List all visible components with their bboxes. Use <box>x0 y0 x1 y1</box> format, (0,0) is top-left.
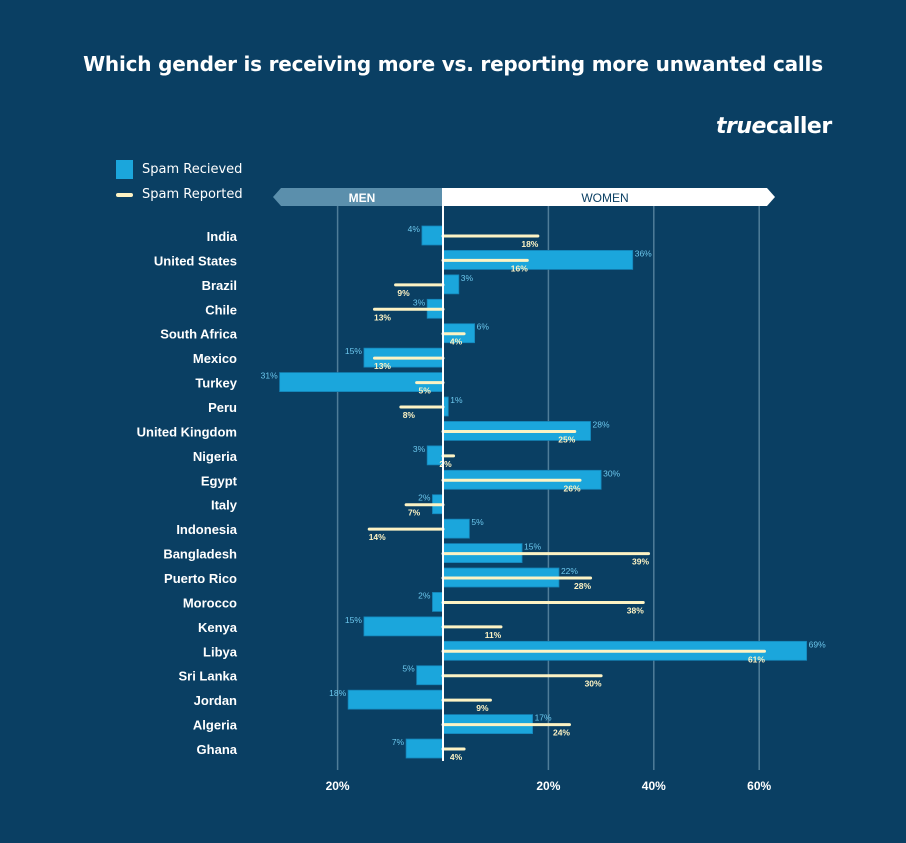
reported-value-label: 9% <box>397 288 410 298</box>
x-tick-label: 60% <box>747 779 771 793</box>
reported-value-label: 39% <box>632 557 649 567</box>
received-value-label: 2% <box>418 590 431 600</box>
legend-swatch-reported <box>116 192 133 197</box>
men-header <box>273 188 443 206</box>
reported-value-label: 11% <box>485 630 502 640</box>
received-value-label: 3% <box>413 297 426 307</box>
reported-value-label: 16% <box>511 263 528 273</box>
women-header <box>443 188 775 206</box>
reported-value-label: 13% <box>374 361 391 371</box>
category-label: Ghana <box>197 742 238 757</box>
reported-value-label: 28% <box>574 581 591 591</box>
x-tick-label: 20% <box>536 779 560 793</box>
category-label: Puerto Rico <box>164 571 237 586</box>
received-value-label: 69% <box>809 639 826 649</box>
legend-label-received: Spam Recieved <box>142 162 243 177</box>
category-label: Turkey <box>195 376 237 391</box>
reported-value-label: 4% <box>450 337 463 347</box>
received-bar <box>442 518 470 539</box>
received-value-label: 5% <box>471 517 484 527</box>
chart-title: Which gender is receiving more vs. repor… <box>83 52 823 76</box>
received-value-label: 6% <box>477 322 490 332</box>
reported-value-label: 13% <box>374 312 391 322</box>
women-header-label: WOMEN <box>581 191 628 205</box>
category-label: United States <box>154 253 237 268</box>
category-label: Egypt <box>201 473 238 488</box>
received-value-label: 3% <box>461 273 474 283</box>
received-bar <box>442 274 460 295</box>
received-value-label: 36% <box>635 248 652 258</box>
category-label: India <box>207 229 238 244</box>
received-value-label: 5% <box>402 664 415 674</box>
category-label: Kenya <box>198 620 238 635</box>
x-tick-label: 20% <box>326 779 350 793</box>
reported-value-label: 7% <box>408 508 421 518</box>
category-label: Sri Lanka <box>178 669 237 684</box>
received-value-label: 22% <box>561 566 578 576</box>
reported-value-label: 4% <box>450 752 463 762</box>
reported-value-label: 30% <box>585 679 602 689</box>
x-tick-label: 40% <box>642 779 666 793</box>
reported-value-label: 18% <box>521 239 538 249</box>
reported-value-label: 9% <box>476 703 489 713</box>
category-label: Mexico <box>193 351 237 366</box>
category-label: Algeria <box>193 718 238 733</box>
received-value-label: 15% <box>345 346 362 356</box>
category-label: Chile <box>205 302 237 317</box>
category-label: Italy <box>211 498 238 513</box>
received-value-label: 30% <box>603 468 620 478</box>
category-label: Nigeria <box>193 449 238 464</box>
legend-item-reported: Spam Reported <box>116 187 243 202</box>
truecaller-logo: truecaller <box>716 114 832 139</box>
category-label: Jordan <box>194 693 237 708</box>
reported-value-label: 24% <box>553 728 570 738</box>
received-value-label: 15% <box>524 542 541 552</box>
received-value-label: 18% <box>329 688 346 698</box>
legend-label-reported: Spam Reported <box>142 187 243 202</box>
received-bar <box>363 616 444 637</box>
received-value-label: 15% <box>345 615 362 625</box>
legend-swatch-received <box>116 160 133 179</box>
reported-value-label: 61% <box>748 654 765 664</box>
reported-value-label: 25% <box>558 434 575 444</box>
received-value-label: 28% <box>593 419 610 429</box>
received-value-label: 31% <box>261 371 278 381</box>
reported-value-label: 38% <box>627 605 644 615</box>
received-bar <box>405 738 444 759</box>
received-value-label: 2% <box>418 493 431 503</box>
category-label: South Africa <box>160 327 238 342</box>
reported-value-label: 2% <box>439 459 452 469</box>
received-bar <box>347 689 444 710</box>
category-label: Morocco <box>183 595 237 610</box>
reported-value-label: 26% <box>564 483 581 493</box>
received-bar <box>416 665 444 686</box>
reported-value-label: 8% <box>403 410 416 420</box>
legend-item-received: Spam Recieved <box>116 160 242 179</box>
category-label: Libya <box>203 644 238 659</box>
men-header-label: MEN <box>349 191 376 205</box>
category-label: United Kingdom <box>137 424 237 439</box>
category-label: Bangladesh <box>163 547 237 562</box>
category-label: Peru <box>208 400 237 415</box>
category-label: Indonesia <box>176 522 237 537</box>
received-value-label: 4% <box>408 224 421 234</box>
received-value-label: 7% <box>392 737 405 747</box>
category-label: Brazil <box>202 278 237 293</box>
received-value-label: 1% <box>450 395 463 405</box>
reported-value-label: 5% <box>419 386 432 396</box>
received-value-label: 17% <box>535 713 552 723</box>
received-bar <box>432 592 444 612</box>
received-value-label: 3% <box>413 444 426 454</box>
reported-value-label: 14% <box>369 532 386 542</box>
received-bar <box>421 225 444 246</box>
